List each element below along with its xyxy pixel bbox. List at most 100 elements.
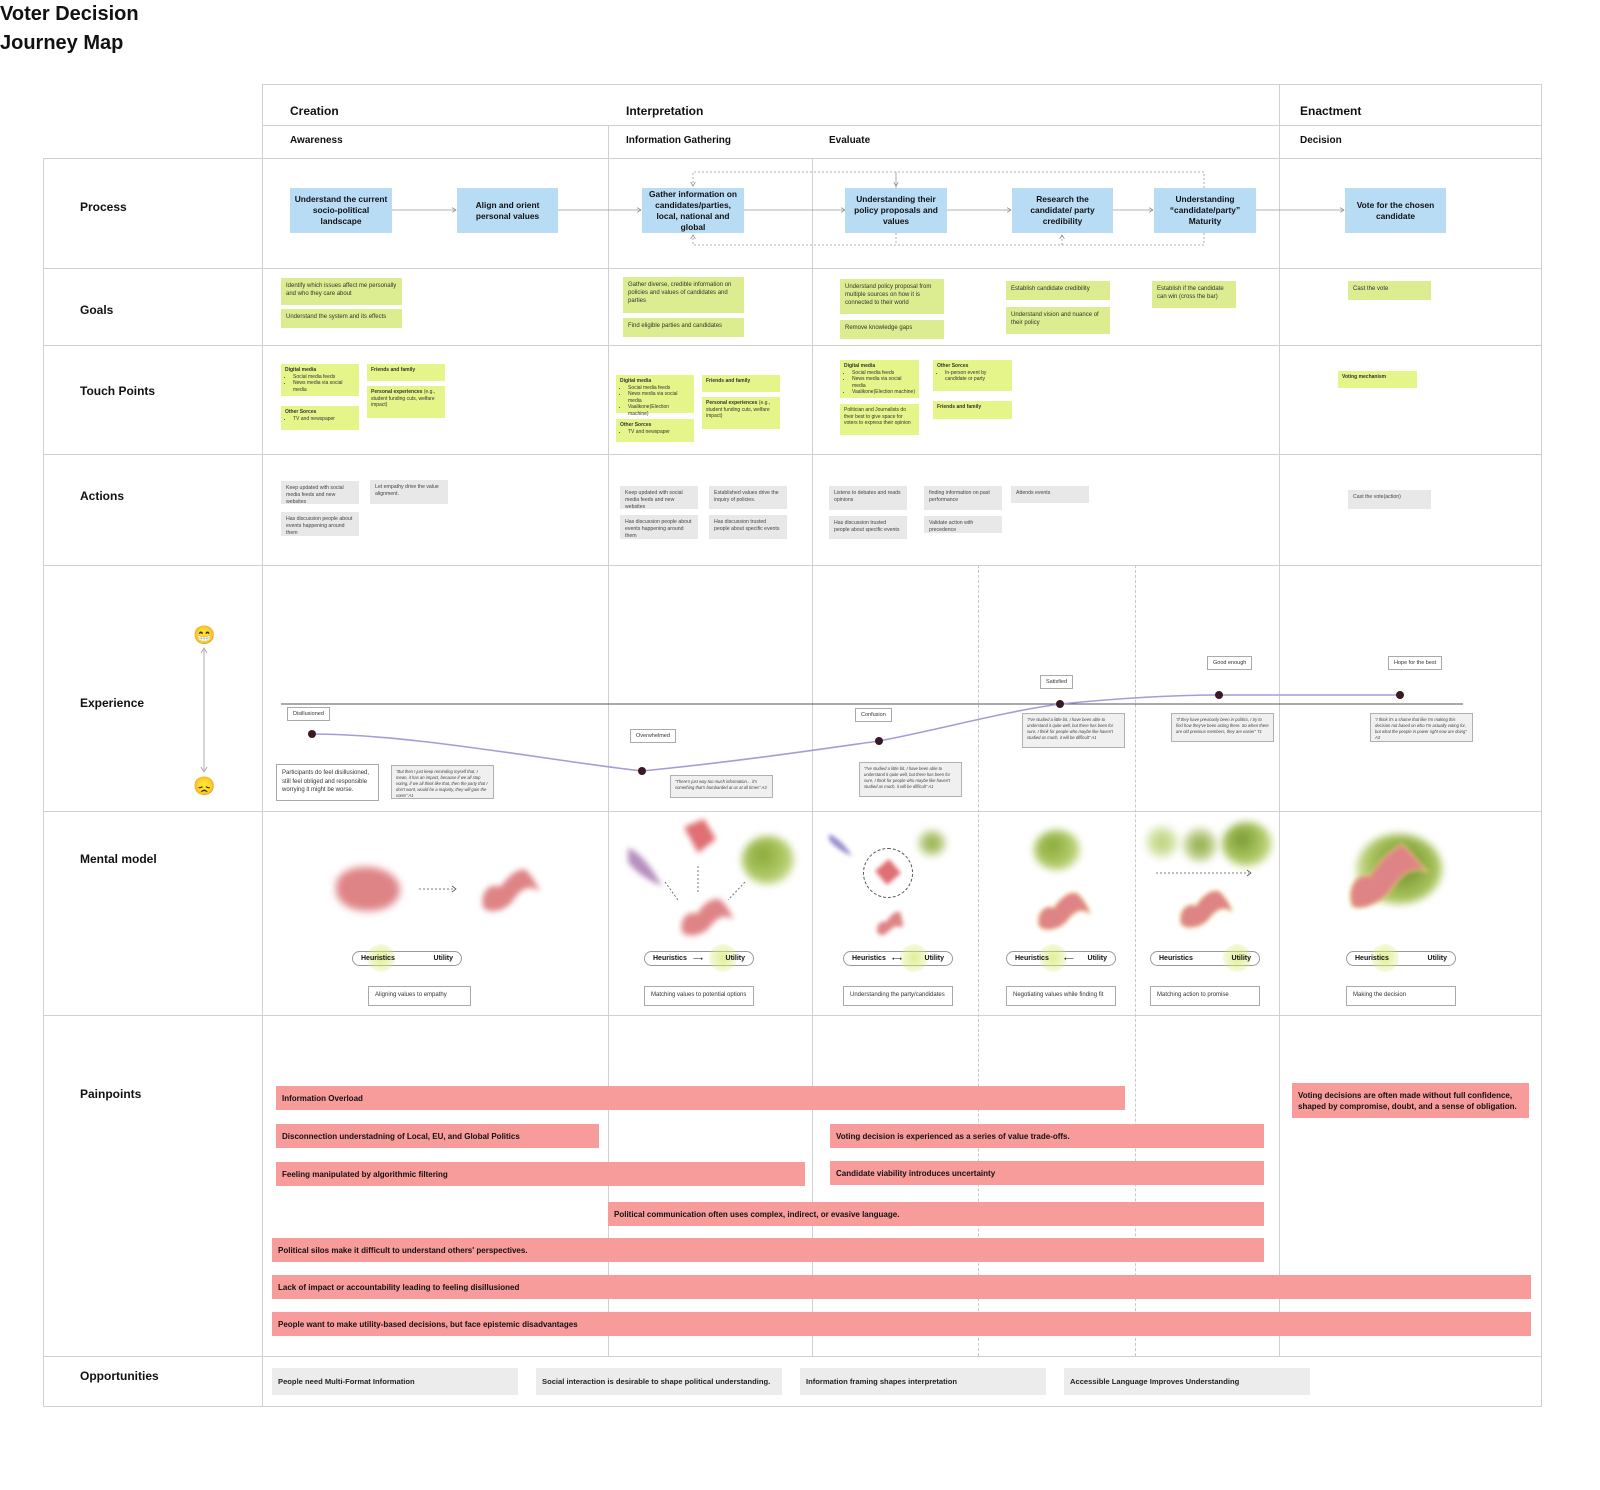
touchpoint-item: In-person event by candidate or party	[945, 370, 1008, 383]
painpoint-bar: Disconnection understadning of Local, EU…	[276, 1124, 599, 1148]
touchpoint-note: Voting mechanism	[1338, 371, 1417, 388]
touchpoint-title: Voting mechanism	[1342, 374, 1387, 380]
sad-emoji-icon: 😞	[193, 776, 216, 796]
action-note: Let empathy drive the value alignment.	[370, 480, 448, 504]
heuristics-utility-scale: Heuristics Utility	[352, 944, 462, 972]
row-label-touch-points: Touch Points	[80, 384, 156, 398]
mental-model-description: Understanding the party/candidates	[843, 986, 953, 1006]
touchpoint-title: Friends and family	[706, 378, 751, 384]
heuristics-utility-scale: Heuristics ⟷ Utility	[843, 944, 953, 972]
touchpoint-note: Friends and family	[933, 401, 1012, 419]
dashed-arrow	[1156, 869, 1252, 877]
mental-model-blob	[1179, 890, 1233, 928]
action-note: Cast the vote(action)	[1348, 490, 1431, 509]
mental-model-blob	[681, 898, 733, 936]
painpoint-bar: Voting decision is experienced as a seri…	[830, 1124, 1264, 1148]
grid-line	[262, 125, 1542, 126]
goal-note: Understand the system and its effects	[281, 309, 402, 328]
grid-line	[812, 158, 813, 1356]
touchpoint-note: Digital media Social media feedsNews med…	[616, 375, 694, 417]
grid-line	[1541, 84, 1542, 1406]
touchpoint-title: Digital media	[844, 363, 876, 369]
row-label-mental-model: Mental model	[80, 852, 157, 866]
opportunity-card: Social interaction is desirable to shape…	[536, 1368, 782, 1395]
mental-model-description: Negotiating values while finding fit	[1006, 986, 1116, 1006]
mental-model-blob	[1034, 830, 1080, 870]
painpoint-bar: Political silos make it difficult to und…	[272, 1238, 1264, 1262]
action-note: Keep updated with social media feeds and…	[281, 481, 359, 505]
process-step: Understanding “candidate/party” Maturity	[1154, 188, 1256, 233]
experience-curve	[311, 694, 1400, 772]
dashed-circle	[863, 848, 913, 898]
painpoint-bar: Lack of impact or accountability leading…	[272, 1275, 1531, 1299]
stage-interpretation: Interpretation	[626, 104, 704, 118]
opportunity-card: People need Multi-Format Information	[272, 1368, 518, 1395]
touchpoint-item: News media via social media	[628, 391, 690, 404]
grid-line	[1279, 84, 1280, 1356]
mental-model-blob	[876, 911, 903, 935]
goal-note: Understand policy proposal from multiple…	[840, 279, 944, 314]
row-label-process: Process	[80, 200, 127, 214]
utility-label: Utility	[1231, 955, 1251, 962]
mental-model-blob	[742, 836, 794, 884]
touchpoint-note: Personal experiences (e.g., student fund…	[367, 386, 445, 418]
heuristics-label: Heuristics	[852, 955, 886, 962]
goal-note: Identify which issues affect me personal…	[281, 278, 402, 305]
utility-label: Utility	[1427, 955, 1447, 962]
emotion-label: Overwhelmed	[630, 729, 676, 743]
mental-model-blob	[918, 830, 946, 856]
mental-model-description: Matching values to potential options	[644, 986, 754, 1006]
process-step: Research the candidate/ party credibilit…	[1012, 188, 1113, 233]
mental-model-blob	[1037, 892, 1091, 930]
action-note: Attends events	[1011, 486, 1089, 503]
heuristics-label: Heuristics	[1159, 955, 1193, 962]
painpoint-bar: Information Overload	[276, 1086, 1125, 1110]
emotion-label: Good enough	[1207, 656, 1253, 670]
touchpoint-item: Social media feeds	[852, 370, 915, 377]
touchpoint-note: Digital media Social media feedsNews med…	[840, 360, 919, 398]
emotion-label: Confusion	[855, 708, 892, 722]
action-note: Has discussion trusted people about spec…	[829, 516, 907, 539]
action-note: Keep updated with social media feeds and…	[620, 486, 698, 510]
dashed-connectors	[664, 866, 746, 901]
row-label-opportunities: Opportunities	[80, 1369, 159, 1383]
goal-note: Establish candidate credibility	[1006, 281, 1110, 300]
touchpoint-title: Other Sorces	[285, 409, 317, 415]
phase-decision: Decision	[1300, 135, 1342, 146]
experience-point	[1056, 700, 1064, 708]
action-note: Validate action with precedence	[924, 516, 1002, 533]
mental-model-blob	[336, 867, 400, 911]
utility-label: Utility	[924, 955, 944, 962]
mental-model-blob	[829, 834, 852, 856]
touchpoint-title: Other Sorces	[937, 363, 969, 369]
touchpoint-item: Vaalikone(Election machine)	[628, 404, 690, 417]
touchpoint-note: Digital media Social media feedsNews med…	[281, 364, 359, 396]
scale-glow	[1223, 944, 1251, 972]
stage-creation: Creation	[290, 104, 339, 118]
experience-point	[638, 767, 646, 775]
emotion-label: Disillusioned	[287, 707, 330, 721]
utility-label: Utility	[433, 955, 453, 962]
action-note: Has discussion trusted people about spec…	[709, 515, 787, 539]
phase-information-gathering: Information Gathering	[626, 135, 731, 146]
grid-line	[608, 125, 609, 1356]
touchpoint-item: News media via social media	[852, 376, 915, 389]
loop-arrow	[693, 233, 1205, 246]
mental-model-blob	[628, 848, 662, 886]
grid-line	[43, 811, 1542, 812]
loop-arrow	[693, 171, 1205, 188]
mental-model-blob	[1183, 828, 1217, 862]
mental-model-description: Matching action to promise	[1150, 986, 1260, 1006]
grid-line	[262, 84, 263, 1406]
grinning-emoji-icon: 😁	[193, 625, 216, 645]
experience-scale-arrow	[200, 647, 208, 773]
grid-line	[43, 158, 44, 1406]
touchpoint-detail: (e.g., student funding cuts, welfare imp…	[371, 389, 436, 408]
scale-glow	[1039, 944, 1067, 972]
opportunity-card: Information framing shapes interpretatio…	[800, 1368, 1046, 1395]
grid-line	[43, 1406, 1542, 1407]
row-label-goals: Goals	[80, 303, 114, 317]
heuristics-label: Heuristics	[1355, 955, 1389, 962]
phase-evaluate: Evaluate	[829, 135, 871, 146]
touchpoint-note: Friends and family	[367, 364, 445, 381]
